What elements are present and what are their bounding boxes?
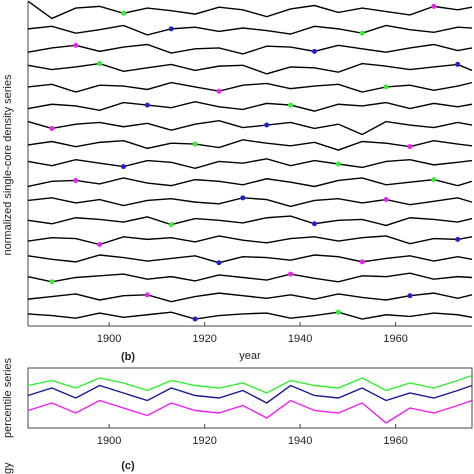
series-line [27,177,473,188]
highlight-dot [73,177,79,183]
x-tick-label: 1960 [383,435,407,447]
highlight-dot [192,316,198,322]
series-line [27,399,473,424]
series-line [27,292,473,303]
highlight-dot [431,177,437,183]
series-line [27,384,473,404]
highlight-dot [359,30,365,36]
series-line [27,100,473,112]
highlight-dot [168,26,174,32]
x-tick-label: 1900 [97,333,121,345]
x-axis-label: year [239,350,261,362]
highlight-dot [97,242,103,248]
x-tick-label: 1920 [192,333,216,345]
x-tick-label: 1940 [288,435,312,447]
series-line [27,81,473,93]
highlight-dot [383,84,389,90]
highlight-dot [407,144,413,150]
series-line [27,24,473,36]
highlight-dot [97,61,103,67]
highlight-dot [240,195,246,201]
series-line [27,272,473,283]
highlight-dot [288,271,294,277]
highlight-dot [216,88,222,94]
x-tick-label: 1920 [192,435,216,447]
highlight-dot [359,259,365,265]
highlight-dot [120,164,126,170]
y-axis-label: percentile series [2,357,14,438]
y-axis-label: gy [2,462,14,474]
highlight-dot [288,102,294,108]
x-tick-label: 1960 [383,333,407,345]
series-line [27,374,473,394]
highlight-dot [311,221,317,227]
series-line [27,235,473,246]
series-line [27,254,473,264]
series-line [27,62,473,75]
series-line [27,0,473,20]
x-tick-label: 1940 [288,333,312,345]
highlight-dot [144,292,150,298]
highlight-dot [407,293,413,299]
series-line [27,43,473,55]
highlight-dot [455,61,461,67]
highlight-dot [264,122,270,128]
y-axis-label: normalized single-core density series [2,74,14,255]
highlight-dot [216,260,222,266]
panel-label: (b) [121,351,135,363]
highlight-dot [168,222,174,228]
highlight-dot [49,279,55,285]
highlight-dot [335,161,341,167]
panel-label: (c) [121,460,135,472]
series-line [27,139,473,151]
highlight-dot [144,102,150,108]
series-line [27,158,473,170]
highlight-dot [431,3,437,9]
highlight-dot [192,141,198,147]
highlight-dot [73,42,79,48]
plot-frame [27,367,473,429]
highlight-dot [311,48,317,54]
highlight-dot [335,309,341,315]
series-line [27,311,473,320]
highlight-dot [383,197,389,203]
highlight-dot [49,125,55,131]
series-line [27,120,473,136]
x-tick-label: 1900 [97,435,121,447]
series-line [27,215,473,227]
highlight-dot [455,236,461,242]
series-line [27,197,473,208]
highlight-dot [120,10,126,16]
